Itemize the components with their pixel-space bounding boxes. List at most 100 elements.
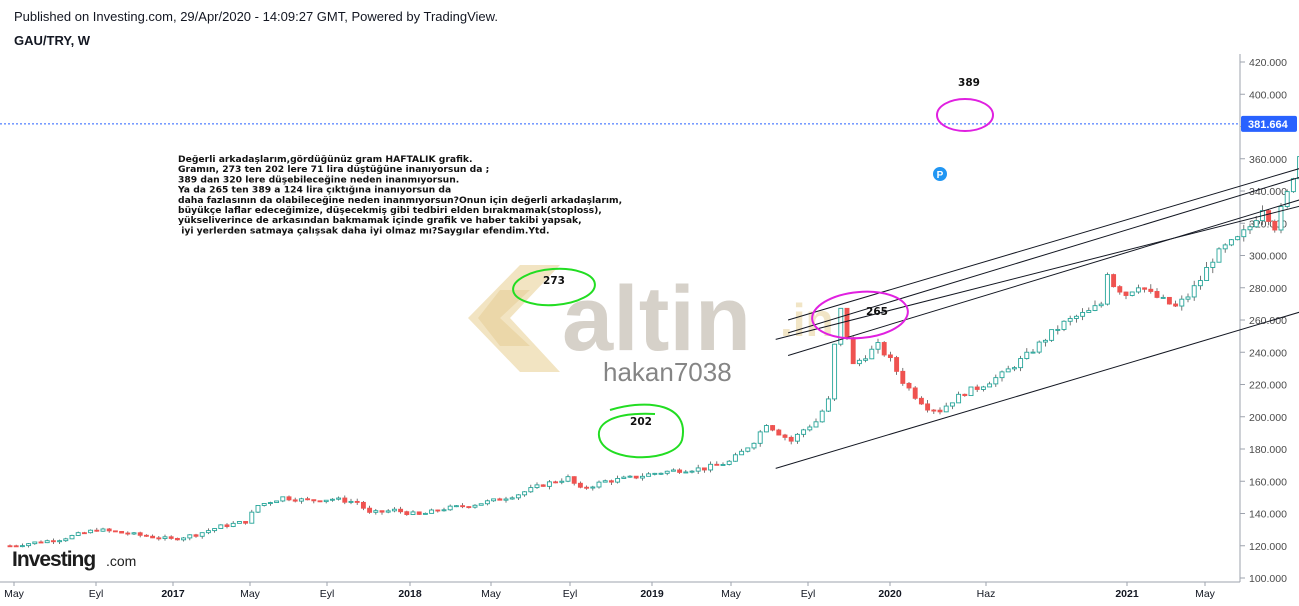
channel-line[interactable] xyxy=(787,60,1299,334)
candle-up xyxy=(100,528,106,532)
candle-up xyxy=(565,476,571,482)
candle-up xyxy=(683,471,689,474)
candle-down xyxy=(7,545,13,548)
candle-down xyxy=(137,532,143,536)
candle-up xyxy=(1228,239,1234,246)
price-tag-bg xyxy=(1241,115,1297,132)
candle-down xyxy=(776,429,782,436)
candle-up xyxy=(422,512,428,515)
candle-down xyxy=(150,535,156,539)
candle-down xyxy=(925,403,931,411)
current-price-tag: 381.664 xyxy=(1241,115,1297,132)
green-circle-202 xyxy=(597,403,685,459)
candle-up xyxy=(1080,311,1086,317)
candle-up xyxy=(267,502,273,505)
candle-up xyxy=(261,503,267,506)
candle-down xyxy=(962,393,968,397)
candle-down xyxy=(782,434,788,438)
candle-down xyxy=(317,500,323,503)
candle-down xyxy=(174,537,180,541)
x-tick-label: 2017 xyxy=(161,588,185,600)
candle-up xyxy=(794,433,800,442)
candle-up xyxy=(441,509,447,512)
candle-up xyxy=(298,498,304,502)
candle-down xyxy=(224,524,230,527)
candle-up xyxy=(1036,341,1042,353)
candle-up xyxy=(856,359,862,365)
x-tick-label: 2018 xyxy=(398,588,422,600)
candle-up xyxy=(205,530,211,534)
annotation-label: 202 xyxy=(630,416,652,428)
watermark: altin .in hakan7038 xyxy=(468,265,834,387)
candle-up xyxy=(956,393,962,404)
candle-down xyxy=(13,545,19,548)
candle-down xyxy=(435,509,441,512)
channel-line[interactable] xyxy=(775,97,1299,340)
y-tick-label: 420.000 xyxy=(1249,57,1287,69)
candle-up xyxy=(1092,305,1098,311)
investing-logo: Investing .com xyxy=(12,548,136,571)
candle-up xyxy=(472,504,478,508)
candle-down xyxy=(1173,303,1179,307)
y-tick-label: 240.000 xyxy=(1249,347,1287,359)
candle-up xyxy=(69,534,75,540)
x-tick-label: Eyl xyxy=(89,588,104,600)
channel-line[interactable] xyxy=(787,83,1299,356)
candle-up xyxy=(745,447,751,452)
y-tick-label: 140.000 xyxy=(1249,509,1287,521)
candle-up xyxy=(57,540,63,543)
candle-up xyxy=(943,405,949,413)
candle-down xyxy=(608,480,614,483)
candle-down xyxy=(305,498,311,501)
channel-line[interactable] xyxy=(775,185,1299,469)
candle-down xyxy=(633,475,639,479)
channel-lines[interactable] xyxy=(775,60,1299,469)
candle-up xyxy=(1278,206,1284,231)
x-tick-label: May xyxy=(481,588,502,600)
candle-up xyxy=(329,498,335,501)
x-axis: May Eyl 2017 May Eyl 2018 May Eyl 2019 May Eyl 2020… xyxy=(4,582,1216,600)
y-tick-label: 220.000 xyxy=(1249,380,1287,392)
candle-up xyxy=(757,431,763,444)
candle-down xyxy=(677,469,683,473)
candle-up xyxy=(484,500,490,505)
candle-up xyxy=(515,494,521,499)
x-tick-label: Eyl xyxy=(801,588,816,600)
candle-up xyxy=(75,532,81,536)
p-marker-circle[interactable] xyxy=(932,166,948,182)
candle-up xyxy=(429,509,435,514)
candle-up xyxy=(255,505,261,513)
x-tick-label: May xyxy=(721,588,742,600)
candle-up xyxy=(1067,318,1073,322)
candle-down xyxy=(1123,291,1129,296)
candle-up xyxy=(639,475,645,479)
channel-line[interactable] xyxy=(787,62,1299,321)
note-line: Değerli arkadaşlarım,gördüğünüz gram HAF… xyxy=(178,154,472,165)
candle-up xyxy=(590,486,596,489)
candle-up xyxy=(1005,368,1011,373)
x-tick-label: May xyxy=(1195,588,1216,600)
annotation-label: 265 xyxy=(866,306,888,318)
candle-up xyxy=(88,529,94,534)
candle-up xyxy=(274,500,280,504)
candles xyxy=(7,156,1299,548)
candle-up xyxy=(559,480,565,483)
candle-down xyxy=(1154,291,1160,298)
candle-up xyxy=(980,386,986,390)
candle-up xyxy=(664,470,670,474)
candle-up xyxy=(212,528,218,532)
p-marker[interactable]: P xyxy=(932,166,948,182)
candle-up xyxy=(1024,351,1030,359)
y-tick-label: 160.000 xyxy=(1249,476,1287,488)
candle-up xyxy=(373,510,379,513)
candle-up xyxy=(534,484,540,489)
candle-up xyxy=(863,358,869,361)
candle-up xyxy=(63,538,69,542)
magenta-circle-265 xyxy=(811,290,909,340)
candle-down xyxy=(1272,221,1278,231)
candle-up xyxy=(236,521,242,524)
candle-up xyxy=(689,470,695,473)
candle-up xyxy=(949,402,955,407)
candle-down xyxy=(404,511,410,515)
